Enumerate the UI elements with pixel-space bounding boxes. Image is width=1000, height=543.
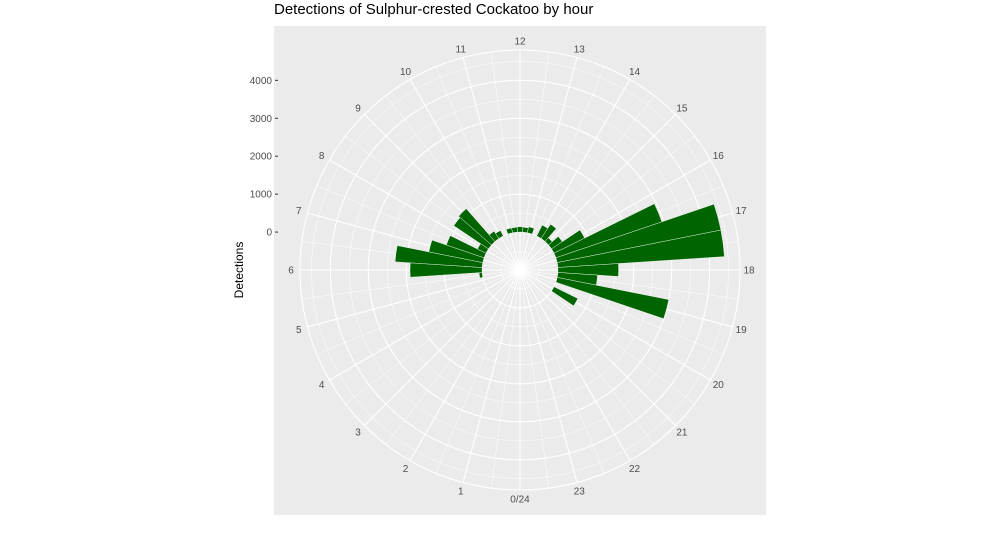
major-spoke [519, 57, 578, 271]
hour-label: 20 [713, 380, 725, 391]
minor-spoke [519, 269, 695, 405]
minor-spoke [519, 269, 549, 489]
major-spoke [364, 114, 521, 271]
hour-label: 3 [355, 427, 361, 438]
hour-label: 7 [296, 206, 302, 217]
bar-hour-6-5 [394, 245, 484, 268]
bar-hour-13 [527, 226, 535, 235]
bar-hour-14-5 [540, 223, 557, 242]
bar-hour-18 [557, 263, 619, 277]
major-spoke [519, 114, 676, 271]
hour-label: 1 [458, 487, 464, 498]
hour-label: 17 [736, 206, 748, 217]
major-spoke [519, 269, 711, 381]
major-spoke [462, 57, 521, 271]
major-spoke [329, 159, 521, 271]
minor-spoke [519, 269, 739, 299]
minor-ring [349, 99, 691, 441]
bar-hour-17-5 [556, 229, 725, 268]
hour-label: 21 [676, 427, 688, 438]
bar-hour-7 [428, 239, 485, 263]
minor-spoke [435, 66, 521, 271]
bar-hour-10 [495, 230, 504, 239]
minor-spoke [316, 269, 521, 355]
hour-label: 13 [574, 44, 586, 55]
minor-spoke [385, 95, 521, 271]
grid [299, 49, 741, 491]
minor-spoke [519, 135, 695, 271]
major-spoke [519, 269, 676, 426]
radial-axis: 0 1000 2000 3000 4000 [250, 76, 278, 239]
hour-label: 8 [319, 151, 325, 162]
hour-labels: 0/24123456789101112131415161718192021222… [288, 37, 755, 506]
minor-spoke [519, 95, 655, 271]
major-ring [367, 117, 673, 423]
major-spoke [307, 269, 521, 328]
hour-label: 5 [296, 325, 302, 336]
radial-tick-label: 0 [266, 228, 272, 239]
minor-spoke [345, 269, 521, 405]
major-spoke [409, 79, 521, 271]
major-ring [405, 155, 635, 385]
hour-label: 14 [629, 67, 641, 78]
bar-hour-20 [551, 286, 579, 307]
minor-spoke [491, 51, 521, 271]
minor-spoke [519, 269, 655, 445]
minor-spoke [491, 269, 521, 489]
hour-label: 2 [403, 464, 409, 475]
hour-label: 18 [743, 266, 755, 277]
major-ring [329, 79, 711, 461]
bars [394, 203, 725, 320]
major-spoke [409, 269, 521, 461]
bar-hour-9 [458, 208, 496, 246]
minor-spoke [519, 269, 724, 355]
minor-ring [386, 136, 654, 404]
minor-ring [500, 250, 540, 290]
major-spoke [462, 269, 521, 483]
outer-ring [299, 49, 741, 491]
bar-hour-9-5 [488, 230, 500, 242]
minor-spoke [301, 269, 521, 299]
hour-label: 15 [676, 104, 688, 115]
bar-hour-5-5 [478, 272, 484, 279]
hour-label: 19 [736, 325, 748, 336]
hour-label: 4 [319, 380, 325, 391]
hour-label: 22 [629, 464, 641, 475]
major-spoke [329, 269, 521, 381]
bar-hour-7-5 [446, 235, 487, 259]
hour-label: 9 [355, 104, 361, 115]
bar-hour-19 [555, 277, 670, 320]
hour-label: 10 [400, 67, 412, 78]
hour-label: 23 [574, 487, 586, 498]
radial-tick-label: 1000 [250, 190, 273, 201]
major-spoke [519, 269, 578, 483]
hour-label: 6 [288, 266, 294, 277]
hour-label: 12 [514, 37, 526, 48]
radial-tick-label: 2000 [250, 152, 273, 163]
hour-label: 11 [456, 44, 467, 55]
chart-title: Detections of Sulphur-crested Cockatoo b… [274, 1, 594, 18]
minor-spoke [519, 66, 605, 271]
radial-tick-label: 3000 [250, 114, 273, 125]
radial-tick-label: 4000 [250, 76, 273, 87]
major-spoke [307, 212, 521, 271]
hour-label: 0/24 [510, 495, 530, 506]
bar-hour-12 [516, 226, 524, 233]
minor-spoke [519, 269, 605, 474]
minor-ring [311, 61, 729, 479]
hour-label: 16 [713, 151, 725, 162]
y-axis-title: Detections [232, 242, 246, 299]
minor-spoke [385, 269, 521, 445]
major-spoke [519, 159, 711, 271]
major-spoke [519, 269, 631, 461]
bar-hour-11-5 [511, 227, 518, 234]
minor-spoke [345, 135, 521, 271]
major-spoke [364, 269, 521, 426]
minor-spoke [519, 51, 549, 271]
minor-spoke [316, 185, 521, 271]
major-spoke [519, 79, 631, 271]
minor-spoke [435, 269, 521, 474]
